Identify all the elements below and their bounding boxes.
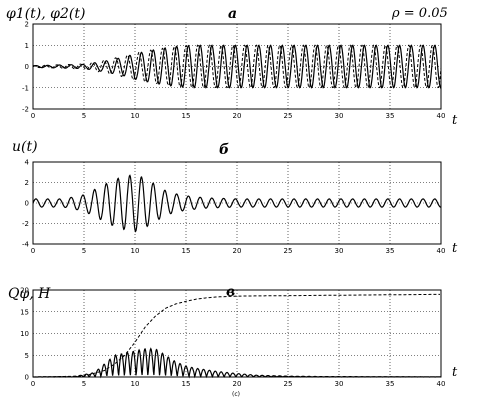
- panel-c-xlabel: t: [452, 365, 458, 380]
- x-tick-label: 15: [182, 247, 191, 255]
- x-tick-label: 10: [131, 112, 140, 120]
- x-tick-label: 25: [284, 247, 293, 255]
- y-tick-label: -2: [22, 106, 29, 114]
- x-tick-label: 5: [82, 380, 86, 388]
- plot-frame: [32, 289, 442, 378]
- x-tick-label: 40: [437, 112, 446, 120]
- y-tick-label: 4: [25, 159, 30, 167]
- y-tick-label: -2: [22, 220, 29, 228]
- panel-c-ylabel: Qφ, H: [8, 286, 51, 302]
- panel-c-footnote: (c): [232, 391, 240, 398]
- panel-a-title: а: [228, 6, 237, 22]
- y-tick-label: 0: [25, 374, 29, 382]
- x-tick-label: 5: [82, 112, 86, 120]
- x-tick-label: 25: [284, 112, 293, 120]
- x-tick-label: 0: [31, 380, 35, 388]
- y-tick-label: 2: [25, 21, 29, 29]
- y-tick-label: 5: [25, 352, 29, 360]
- x-tick-label: 35: [386, 247, 395, 255]
- x-tick-label: 15: [182, 380, 191, 388]
- y-tick-label: -4: [22, 241, 30, 249]
- y-tick-label: 0: [25, 200, 29, 208]
- y-tick-label: 2: [25, 179, 29, 187]
- panel-b-xlabel: t: [452, 241, 458, 256]
- panel-a-xlabel: t: [452, 113, 458, 128]
- x-tick-label: 30: [335, 380, 344, 388]
- panel-b-ylabel: u(t): [12, 139, 38, 155]
- panel-b: u(t) б t 0 5 10 15 20 25 30 35 40 -4 -2 0 2 4: [12, 139, 458, 256]
- series-line-a-1: [32, 44, 442, 89]
- x-tick-label: 15: [182, 112, 191, 120]
- y-tick-label: 0: [25, 63, 29, 71]
- y-tick-label: 1: [25, 42, 29, 50]
- x-tick-label: 20: [233, 112, 242, 120]
- panel-a: φ1(t), φ2(t) а ρ = 0.05 t 0 5 10 15 20 25 30 35…: [6, 6, 458, 128]
- x-tick-label: 10: [131, 380, 140, 388]
- panel-a-annotation: ρ = 0.05: [391, 6, 448, 21]
- x-tick-label: 20: [233, 380, 242, 388]
- x-tick-label: 25: [284, 380, 293, 388]
- panel-c: Qφ, H в t (c) 0 5 10 15 20 25 30 35 40 0 5 10 15 20: [8, 284, 458, 398]
- series-line-a-2: [32, 44, 442, 89]
- y-tick-label: 20: [20, 287, 29, 295]
- x-tick-label: 5: [82, 247, 86, 255]
- plot-frame: [32, 23, 442, 110]
- x-tick-label: 0: [31, 247, 35, 255]
- x-tick-label: 30: [335, 112, 344, 120]
- plot-frame: [32, 161, 442, 245]
- y-tick-label: 15: [20, 308, 29, 316]
- y-tick-label: -1: [22, 84, 29, 92]
- series-line-b-1: [32, 174, 442, 233]
- y-tick-label: 10: [20, 330, 29, 338]
- x-tick-label: 0: [31, 112, 35, 120]
- x-tick-label: 40: [437, 380, 446, 388]
- x-tick-label: 20: [233, 247, 242, 255]
- panel-c-title: в: [226, 284, 235, 300]
- panel-b-title: б: [219, 142, 229, 158]
- series-line-c-1: [33, 293, 440, 378]
- x-tick-label: 10: [131, 247, 140, 255]
- x-tick-label: 35: [386, 112, 395, 120]
- x-tick-label: 35: [386, 380, 395, 388]
- x-tick-label: 40: [437, 247, 446, 255]
- panel-a-ylabel: φ1(t), φ2(t): [6, 6, 85, 22]
- x-tick-label: 30: [335, 247, 344, 255]
